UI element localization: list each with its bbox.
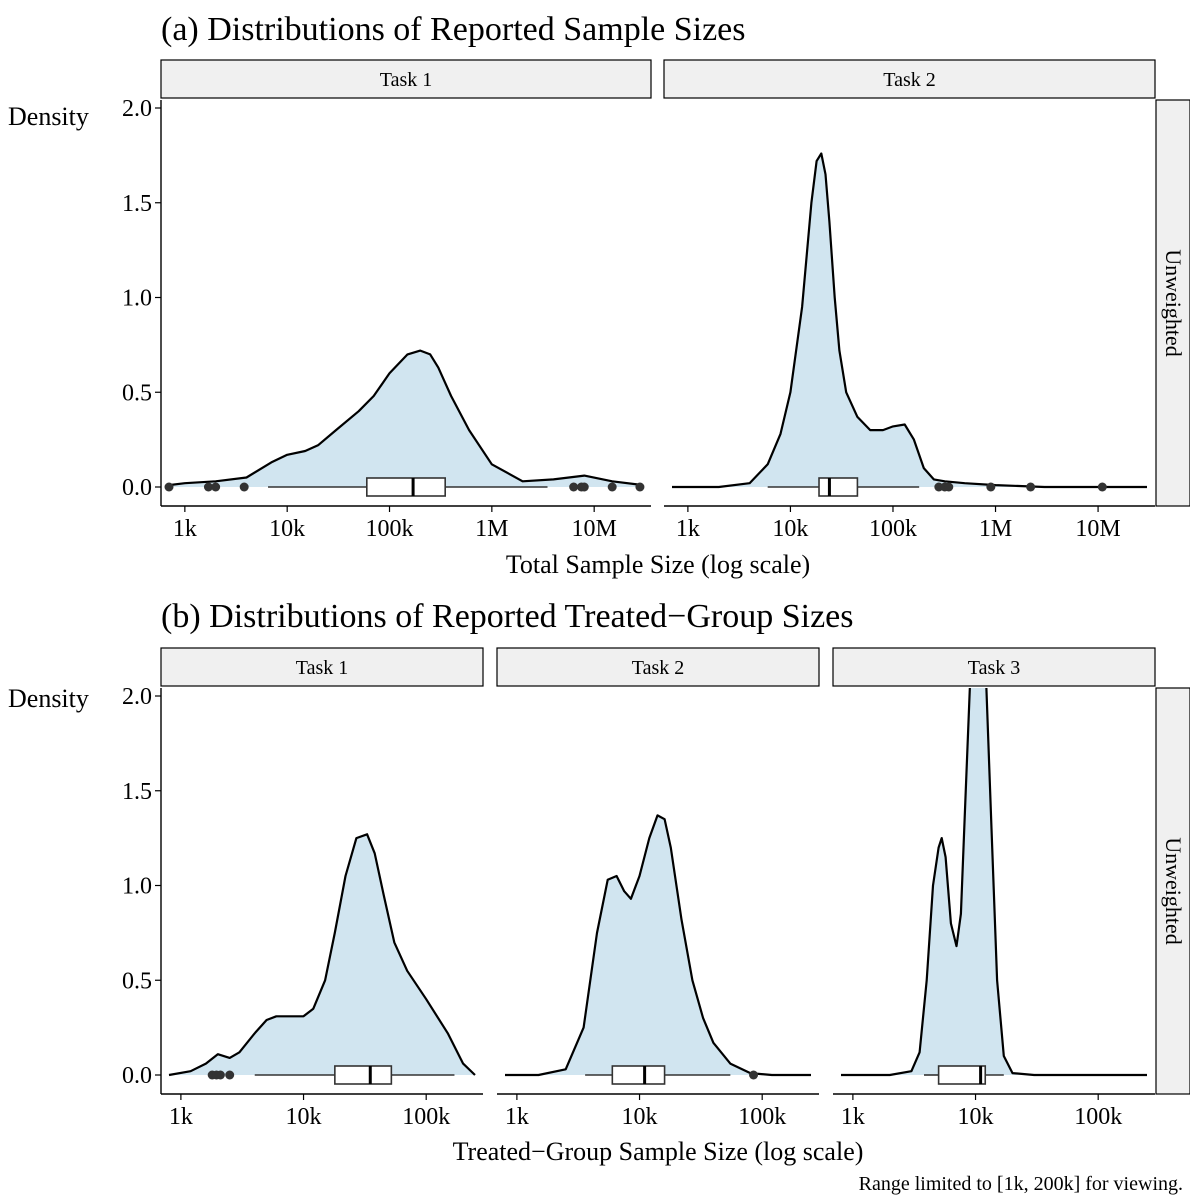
- chart-a-panel-2-density-line: [672, 152, 1147, 489]
- chart-b-panel-2-box: [611, 1065, 666, 1085]
- chart-a-panel-1-strip-label: Task 1: [380, 69, 432, 91]
- chart-a-title: (a) Distributions of Reported Sample Siz…: [161, 11, 746, 48]
- chart-a-panel-2-x-tick-label-2: 10k: [772, 516, 808, 542]
- chart-a-panel-2-x-tick-label-3: 100k: [869, 516, 917, 542]
- chart-a-panel-1-y-tick-label-2: 0.5: [122, 380, 152, 406]
- chart-a-panel-1-x-tick-label-5: 10M: [572, 516, 617, 542]
- chart-b-panel-3-box: [937, 1065, 987, 1085]
- chart-b-panel-1: Task 1 1k 10k 100k 0.0 0.5 1.0 1.5 2.0: [122, 647, 484, 1130]
- chart-a-panel-2-strip: [663, 59, 1156, 99]
- chart-b-panel-1-y-tick-label-1: 0.0: [122, 1063, 152, 1089]
- figure-caption: Range limited to [1k, 200k] for viewing.: [859, 1173, 1183, 1195]
- chart-a-panel-1-x-tick-label-3: 100k: [366, 516, 414, 542]
- chart-b-panel-2-outlier-1: [749, 1070, 759, 1080]
- chart-b-panel-2-density-area: [505, 815, 811, 1075]
- chart-b-panel-2-x-tick-label-1: 1k: [505, 1104, 529, 1130]
- chart-a-panel-2-x-tick-label-1: 1k: [676, 516, 700, 542]
- chart-b-panel-1-y-tick-label-2: 0.5: [122, 968, 152, 994]
- chart-b-panel-2-strip-label: Task 2: [632, 657, 684, 679]
- chart-b-panel-3-density-area: [841, 688, 1147, 1075]
- chart-b-panel-2-density-line: [505, 814, 811, 1077]
- chart-b-panel-1-y-tick-label-3: 1.0: [122, 874, 152, 900]
- chart-b-panel-1-x-tick-label-2: 10k: [286, 1104, 322, 1130]
- chart-b-panel-2: Task 2 1k 10k 100k: [496, 647, 820, 1130]
- chart-b-panel-2-x-tick-label-2: 10k: [622, 1104, 658, 1130]
- chart-a-x-axis-label: Total Sample Size (log scale): [506, 550, 810, 579]
- chart-a-panel-1-x-tick-label-2: 10k: [269, 516, 305, 542]
- chart-b-panel-1-box: [334, 1065, 393, 1085]
- chart-a-panel-2-outlier-3: [944, 482, 954, 492]
- chart-a-panel-2-x-tick-label-5: 10M: [1075, 516, 1120, 542]
- chart-b-panel-1-density-area: [169, 834, 475, 1075]
- chart-a-panel-1-density-line: [168, 349, 644, 487]
- chart-b-row-strip: [1155, 687, 1190, 1095]
- chart-a-panel-1-outlier-7: [579, 482, 589, 492]
- chart-b-panel-3-x-tick-label-1: 1k: [841, 1104, 865, 1130]
- chart-a-panel-2-box: [818, 477, 859, 497]
- chart-a-panel-1-y-tick-label-1: 0.0: [122, 475, 152, 501]
- chart-b-panel-3-density-line: [841, 688, 1147, 1077]
- chart-a-panel-1-box: [366, 477, 446, 497]
- chart-a-panel-1-outlier-3: [211, 482, 221, 492]
- chart-b-panel-2-x-tick-label-3: 100k: [738, 1104, 786, 1130]
- chart-a-panel-1-y-tick-label-5: 2.0: [122, 96, 152, 122]
- chart-a-panel-1-outlier-8: [607, 482, 617, 492]
- chart-b-panel-2-strip: [496, 647, 820, 687]
- chart-b-x-axis-label: Treated−Group Sample Size (log scale): [453, 1137, 864, 1166]
- chart-b-panel-1-y-tick-label-4: 1.5: [122, 779, 152, 805]
- chart-a-panel-2-x-tick-label-4: 1M: [979, 516, 1012, 542]
- chart-a-panel-2-outlier-4: [986, 482, 996, 492]
- chart-a-panel-1-density-area: [169, 350, 643, 487]
- chart-a-panel-1-y-tick-label-3: 1.0: [122, 286, 152, 312]
- chart-b-panel-3: Task 3 1k 10k 100k: [832, 647, 1156, 1130]
- chart-b-panel-1-density-line: [168, 833, 476, 1077]
- chart-a-panel-1-outlier-9: [635, 482, 645, 492]
- chart-a-panel-2-outlier-6: [1097, 482, 1107, 492]
- chart-b-panel-1-x-tick-label-3: 100k: [402, 1104, 450, 1130]
- chart-a-panel-1-outlier-5: [569, 482, 579, 492]
- chart-b-y-axis-label: Density: [8, 684, 89, 713]
- chart-b-title: (b) Distributions of Reported Treated−Gr…: [161, 598, 853, 635]
- chart-a-panel-2-density-area: [672, 153, 1147, 487]
- chart-a-panel-1-y-tick-label-4: 1.5: [122, 191, 152, 217]
- chart-b-panel-3-strip: [832, 647, 1156, 687]
- chart-a-panel-1-x-tick-label-4: 1M: [475, 516, 508, 542]
- chart-b-panel-1-outlier-3: [215, 1070, 225, 1080]
- chart-b-panel-1-strip: [160, 647, 484, 687]
- chart-b-panel-3-x-tick-label-3: 100k: [1074, 1104, 1122, 1130]
- chart-a-row-strip-label: Unweighted: [1161, 249, 1186, 357]
- chart-b-panel-3-x-tick-label-2: 10k: [958, 1104, 994, 1130]
- chart-b-panel-1-y-tick-label-5: 2.0: [122, 684, 152, 710]
- chart-marks: Task 11k 10k 100k 1M 10M0.00.51.01.52.0Task …: [122, 59, 1156, 1130]
- chart-a-panel-2: Task 2 1k 10k 100k 1M 10M: [663, 59, 1156, 542]
- chart-a-y-axis-label: Density: [8, 102, 89, 131]
- chart-b-panel-1-outlier-4: [225, 1070, 235, 1080]
- chart-b-row-strip-label: Unweighted: [1161, 837, 1186, 945]
- chart-a-panel-1-strip: [160, 59, 652, 99]
- chart-a-panel-1-x-tick-label-1: 1k: [173, 516, 197, 542]
- chart-b-panel-1-strip-label: Task 1: [296, 657, 348, 679]
- chart-a-panel-1: Task 1 1k 10k 100k 1M 10M 0.0 0.5 1.0 1.5 2.0: [122, 59, 652, 542]
- chart-a-panel-2-strip-label: Task 2: [883, 69, 935, 91]
- chart-a-row-strip: [1155, 99, 1190, 507]
- chart-b-panel-3-strip-label: Task 3: [968, 657, 1020, 679]
- chart-a-panel-1-outlier-4: [239, 482, 249, 492]
- chart-a-panel-2-outlier-5: [1026, 482, 1036, 492]
- chart-a-panel-1-outlier-1: [164, 482, 174, 492]
- chart-b-panel-1-x-tick-label-1: 1k: [169, 1104, 193, 1130]
- chart-a-panel-1-outlier-2: [203, 482, 213, 492]
